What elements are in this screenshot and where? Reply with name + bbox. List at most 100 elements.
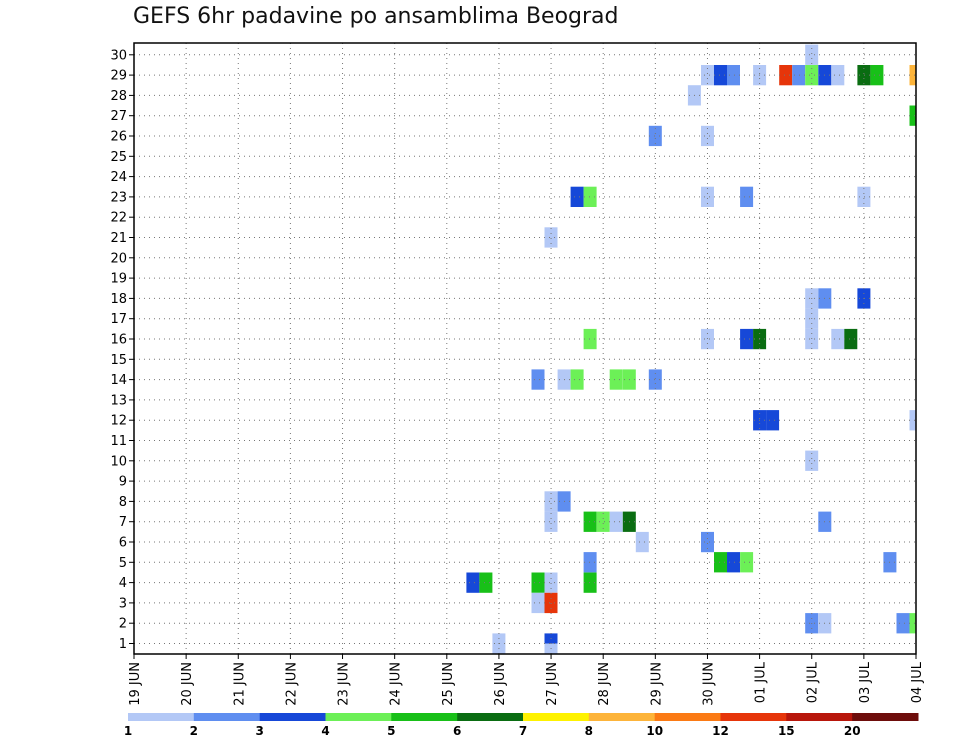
heatmap-cell	[909, 65, 916, 86]
heatmap-cell	[531, 592, 545, 614]
heatmap-cell	[805, 450, 819, 471]
heatmap-cell	[570, 186, 584, 207]
y-tick-label: 6	[119, 536, 127, 551]
heatmap-cell	[544, 592, 558, 614]
y-tick-label: 10	[110, 454, 127, 469]
y-axis: 1234567891011121314151617181920212223242…	[110, 48, 134, 652]
x-tick-label: 22 JUN	[284, 662, 299, 706]
colorbar-label: 3	[256, 724, 264, 738]
x-tick-label: 03 JUL	[858, 661, 873, 703]
x-tick-label: 23 JUN	[337, 662, 352, 706]
y-tick-label: 19	[110, 272, 127, 287]
x-tick-label: 01 JUL	[754, 661, 769, 703]
colorbar-swatch	[523, 713, 590, 721]
colorbar-swatch	[259, 713, 326, 721]
y-tick-label: 14	[110, 373, 127, 388]
heatmap-cell	[609, 511, 623, 532]
colorbar-swatch	[720, 713, 787, 721]
y-tick-label: 15	[110, 353, 127, 368]
heatmap-cell	[909, 105, 916, 126]
y-tick-label: 2	[119, 617, 127, 632]
colorbar-swatch	[654, 713, 721, 721]
y-tick-label: 17	[110, 312, 127, 327]
heatmap-cell	[583, 552, 597, 573]
x-tick-label: 19 JUN	[128, 662, 143, 706]
y-tick-label: 27	[110, 109, 127, 124]
heatmap-cell	[870, 65, 884, 86]
y-tick-label: 26	[110, 130, 127, 145]
heatmap-cell	[648, 369, 662, 390]
heatmap-cell	[740, 186, 754, 207]
heatmap-cell	[583, 186, 597, 207]
colorbar-label: 5	[387, 724, 395, 738]
colorbar-label: 6	[453, 724, 461, 738]
x-tick-label: 30 JUN	[701, 662, 716, 706]
heatmap-cell	[740, 552, 754, 573]
y-tick-label: 3	[119, 596, 127, 611]
colorbar-label: 15	[778, 724, 795, 738]
colorbar-swatch	[128, 713, 195, 721]
heatmap-cell	[531, 572, 545, 593]
heatmap-cell	[544, 227, 558, 248]
heatmap-cell	[570, 369, 584, 390]
chart-title: GEFS 6hr padavine po ansamblima Beograd	[133, 4, 619, 29]
heatmap-cell	[466, 572, 480, 593]
heatmap-cell	[635, 531, 649, 553]
plot-frame	[133, 42, 917, 655]
y-tick-label: 22	[110, 211, 127, 226]
heatmap-cell	[805, 328, 819, 350]
y-tick-label: 12	[110, 414, 127, 429]
heatmap-cell	[857, 186, 871, 207]
heatmap-cell	[544, 511, 558, 532]
colorbar-label: 2	[190, 724, 198, 738]
heatmap-cell	[609, 369, 623, 390]
colorbar-swatch	[325, 713, 392, 721]
heatmap-cell	[766, 410, 780, 431]
heatmap-cell	[844, 328, 858, 350]
y-tick-label: 24	[110, 170, 127, 185]
heatmap-cell	[714, 552, 727, 573]
colorbar-label: 20	[844, 724, 861, 738]
cells-layer	[466, 44, 916, 654]
plot-border	[133, 42, 917, 655]
y-tick-label: 20	[110, 251, 127, 266]
x-tick-label: 20 JUN	[180, 662, 195, 706]
y-tick-label: 8	[119, 495, 127, 510]
y-tick-label: 18	[110, 292, 127, 307]
heatmap-cell	[857, 65, 871, 86]
y-tick-label: 30	[110, 48, 127, 63]
colorbar-swatch	[588, 713, 656, 721]
y-tick-label: 25	[110, 150, 127, 165]
x-tick-label: 24 JUN	[389, 662, 404, 706]
x-tick-label: 29 JUN	[649, 662, 664, 706]
heatmap-cell	[583, 328, 597, 350]
heatmap-cell	[701, 328, 714, 350]
heatmap-cell	[648, 125, 662, 147]
x-tick-label: 27 JUN	[545, 662, 560, 706]
x-tick-label: 26 JUN	[493, 662, 508, 706]
heatmap-cell	[740, 328, 754, 350]
heatmap-cell	[701, 125, 714, 147]
heatmap-cell	[831, 65, 845, 86]
heatmap-cell	[909, 410, 916, 431]
y-tick-label: 28	[110, 89, 127, 104]
heatmap-cell	[583, 572, 597, 593]
x-axis: 19 JUN 20 JUN 21 JUN 22 JUN 23 JUN 24 JUN 25 J…	[128, 654, 925, 706]
heatmap-cell	[531, 369, 545, 390]
y-tick-label: 13	[110, 393, 127, 408]
heatmap-cell	[805, 44, 819, 65]
y-tick-label: 21	[110, 231, 127, 246]
colorbar-label: 12	[712, 724, 729, 738]
colorbar-label: 10	[646, 724, 663, 738]
heatmap-cell	[896, 613, 910, 634]
x-tick-label: 28 JUN	[597, 662, 612, 706]
x-tick-label: 21 JUN	[232, 662, 247, 706]
colorbar-label: 4	[321, 724, 329, 738]
heatmap-cell	[583, 511, 597, 532]
x-tick-label: 02 JUL	[806, 661, 821, 703]
heatmap-cell	[701, 531, 714, 553]
heatmap-cell	[544, 572, 558, 593]
heatmap-cell	[727, 552, 740, 573]
y-tick-label: 9	[119, 475, 127, 490]
